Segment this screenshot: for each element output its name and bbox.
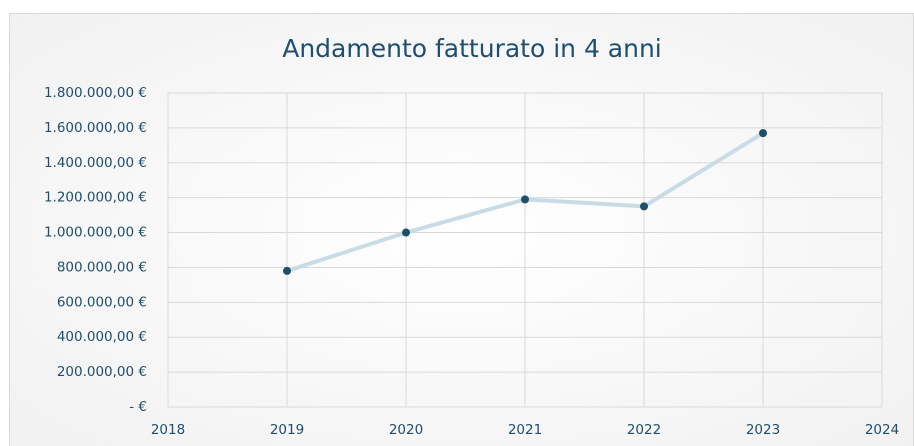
- y-tick-label: 1.800.000,00 €: [44, 85, 147, 101]
- y-tick-label: 1.400.000,00 €: [44, 155, 147, 171]
- x-tick-label: 2018: [151, 422, 185, 438]
- chart-title: Andamento fatturato in 4 anni: [282, 34, 662, 63]
- data-point: [521, 195, 529, 204]
- y-tick-label: 1.600.000,00 €: [44, 120, 147, 136]
- data-point: [402, 228, 410, 237]
- y-tick-label: 400.000,00 €: [57, 329, 147, 345]
- x-tick-label: 2024: [865, 422, 899, 438]
- x-tick-label: 2020: [389, 422, 423, 438]
- y-tick-label: 1.000.000,00 €: [44, 225, 147, 241]
- y-tick-label: 800.000,00 €: [57, 259, 147, 275]
- y-tick-label: 600.000,00 €: [57, 294, 147, 310]
- y-tick-label: - €: [129, 399, 147, 415]
- x-tick-label: 2023: [746, 422, 780, 438]
- x-tick-label: 2019: [270, 422, 304, 438]
- x-tick-label: 2022: [627, 422, 661, 438]
- data-point: [283, 266, 291, 275]
- y-tick-label: 1.200.000,00 €: [44, 190, 147, 206]
- y-tick-label: 200.000,00 €: [57, 364, 147, 380]
- data-point: [759, 129, 767, 138]
- data-point: [640, 202, 648, 211]
- x-tick-label: 2021: [508, 422, 542, 438]
